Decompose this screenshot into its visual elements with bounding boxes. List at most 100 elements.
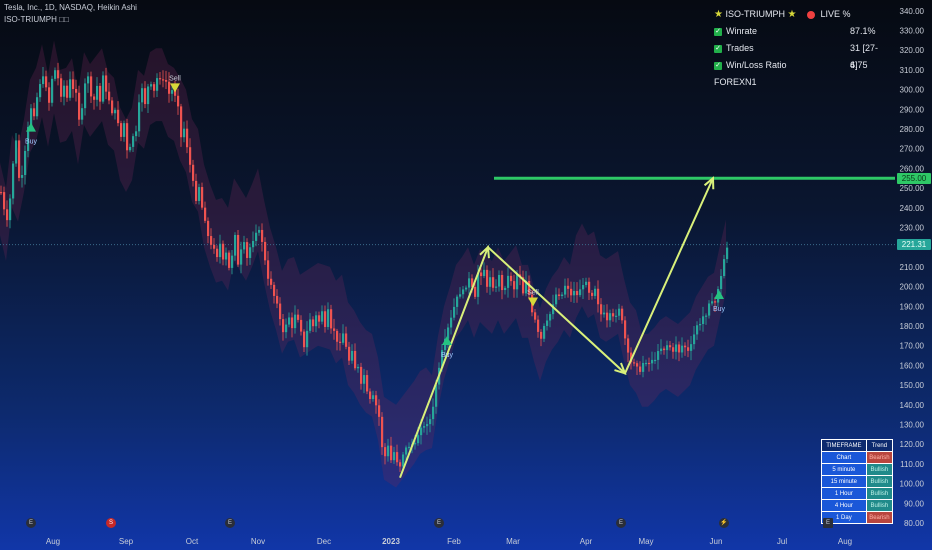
candle-body — [435, 384, 438, 407]
y-tick-label: 110.00 — [900, 460, 924, 469]
candle-body — [210, 236, 213, 245]
check-icon: ✓ — [714, 61, 722, 70]
buy-signal-label: Buy — [713, 306, 726, 313]
stats-panel: ★ ISO-TRIUMPH ★ LIVE % ✓ Winrate 87.1% ✓ Tr… — [714, 6, 879, 91]
candle-body — [543, 325, 546, 339]
path-arrowhead — [703, 176, 715, 190]
indicator-icons[interactable]: □□ — [59, 15, 69, 24]
candle-body — [240, 249, 243, 265]
candle-body — [324, 311, 327, 327]
trend-cell: Bearish — [865, 451, 894, 464]
timeframe-cell: Chart — [821, 451, 867, 464]
dividend-event-icon[interactable]: ⚡ — [719, 518, 729, 528]
candle-body — [645, 362, 648, 365]
check-icon: ✓ — [714, 44, 722, 53]
candle-body — [309, 319, 312, 331]
candle-body — [285, 324, 288, 333]
candle-body — [384, 447, 387, 457]
candle-body — [282, 319, 285, 333]
candle-body — [387, 445, 390, 457]
candle-body — [90, 76, 93, 97]
x-tick-label: May — [638, 537, 653, 546]
x-tick-label: Dec — [317, 537, 331, 546]
timeframe-cell: 5 minute — [821, 463, 867, 476]
candle-body — [591, 292, 594, 296]
candle-body — [120, 123, 123, 137]
candle-body — [177, 95, 180, 107]
x-tick-label: Oct — [186, 537, 199, 546]
candle-body — [432, 406, 435, 420]
candle-body — [678, 344, 681, 353]
candle-body — [294, 314, 297, 329]
candle-body — [546, 320, 549, 326]
candle-body — [702, 316, 705, 324]
candle-body — [267, 260, 270, 279]
candle-body — [486, 269, 489, 287]
candle-body — [174, 90, 177, 96]
candle-body — [711, 301, 714, 304]
candle-body — [297, 314, 300, 320]
candle-body — [561, 294, 564, 296]
candle-body — [291, 317, 294, 329]
candle-body — [147, 86, 150, 105]
candle-body — [450, 317, 453, 328]
stat-label: Winrate — [726, 26, 758, 36]
table-row: 15 minute Bullish — [821, 475, 894, 488]
earnings-event-icon[interactable]: E — [26, 518, 36, 528]
candle-body — [258, 229, 261, 233]
x-tick-label: Aug — [838, 537, 852, 546]
y-tick-label: 320.00 — [900, 46, 925, 55]
candle-body — [132, 136, 135, 147]
candle-body — [468, 278, 471, 288]
candle-body — [720, 276, 723, 290]
candle-body — [114, 109, 117, 114]
candle-body — [126, 123, 129, 151]
path-arrowhead — [614, 362, 627, 375]
buy-signal-label: Buy — [441, 352, 454, 359]
candle-body — [420, 427, 423, 436]
candle-body — [30, 108, 33, 127]
candle-body — [342, 333, 345, 343]
candle-body — [102, 75, 105, 102]
candle-body — [39, 84, 42, 98]
trend-cell: Bullish — [865, 487, 894, 500]
candle-body — [684, 345, 687, 348]
candle-body — [141, 88, 144, 103]
candle-body — [567, 285, 570, 289]
candle-body — [408, 446, 411, 449]
candle-body — [306, 330, 309, 348]
candle-body — [204, 207, 207, 221]
candle-body — [636, 363, 639, 367]
candle-body — [264, 241, 267, 261]
candle-body — [657, 351, 660, 360]
candle-body — [243, 242, 246, 250]
candle-body — [597, 288, 600, 305]
candle-body — [219, 243, 222, 258]
earnings-event-icon[interactable]: E — [225, 518, 235, 528]
earnings-event-icon[interactable]: E — [616, 518, 626, 528]
candle-body — [582, 285, 585, 290]
candle-body — [669, 345, 672, 348]
x-tick-label: Apr — [580, 537, 593, 546]
candle-body — [693, 334, 696, 345]
candle-body — [507, 275, 510, 288]
trend-cell: Bearish — [865, 511, 894, 524]
earnings-event-icon[interactable]: E — [434, 518, 444, 528]
candle-body — [498, 274, 501, 287]
stat-label: Trades — [726, 43, 754, 53]
candle-body — [333, 328, 336, 331]
candle-body — [555, 294, 558, 305]
earnings-event-icon[interactable]: E — [823, 518, 833, 528]
candle-body — [540, 331, 543, 339]
candle-body — [231, 255, 234, 268]
candle-body — [687, 347, 690, 351]
path-arrowhead — [479, 245, 490, 259]
candle-body — [60, 78, 63, 97]
indicator-label[interactable]: ISO-TRIUMPH □□ — [4, 15, 69, 24]
candle-body — [522, 277, 525, 294]
candle-body — [525, 280, 528, 294]
split-event-icon[interactable]: S — [106, 518, 116, 528]
candle-body — [192, 164, 195, 181]
